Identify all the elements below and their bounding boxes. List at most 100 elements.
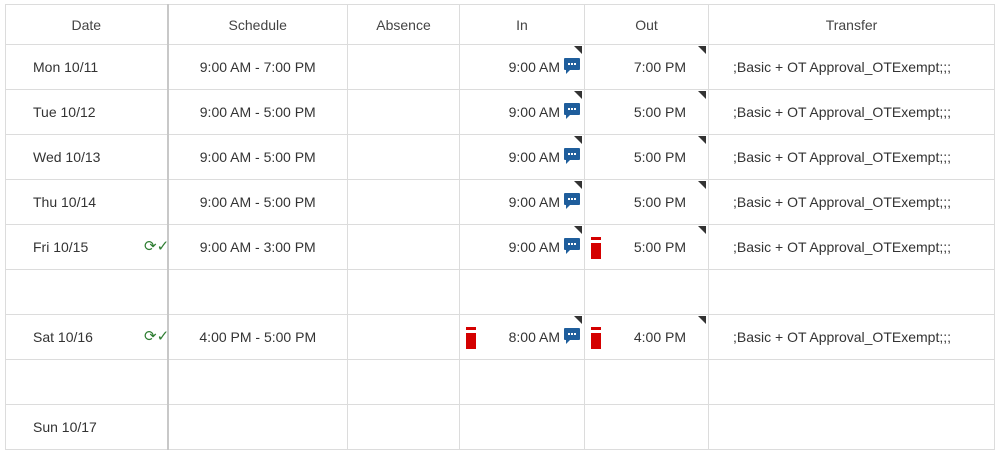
exception-flag-icon[interactable] [591, 237, 601, 259]
date-cell[interactable] [5, 269, 169, 315]
date-cell[interactable]: Tue 10/12 [5, 89, 169, 135]
transfer-text: ;Basic + OT Approval_OTExempt;;; [733, 239, 951, 255]
date-text: Tue 10/12 [33, 104, 96, 120]
table-row: Sat 10/16 ⟳✓ 4:00 PM - 5:00 PM 8:00 AM 4:00 … [5, 314, 995, 360]
transfer-text: ;Basic + OT Approval_OTExempt;;; [733, 59, 951, 75]
date-cell[interactable]: Fri 10/15 ⟳✓ [5, 224, 170, 270]
absence-cell[interactable] [347, 269, 460, 315]
in-cell[interactable]: 9:00 AM [459, 224, 585, 270]
schedule-cell[interactable]: 9:00 AM - 5:00 PM [167, 89, 348, 135]
exception-flag-icon[interactable] [466, 327, 476, 349]
out-time: 5:00 PM [633, 239, 686, 255]
comment-icon[interactable] [564, 103, 580, 119]
transfer-cell[interactable]: ;Basic + OT Approval_OTExempt;;; [708, 314, 995, 360]
edit-corner-marker-icon [698, 316, 706, 324]
date-cell[interactable] [5, 359, 169, 405]
in-cell[interactable]: 9:00 AM [459, 44, 585, 90]
in-cell[interactable] [459, 404, 585, 450]
comment-icon[interactable] [564, 148, 580, 164]
col-transfer[interactable]: Transfer [708, 4, 995, 45]
date-text: Wed 10/13 [33, 149, 101, 165]
transfer-cell[interactable]: ;Basic + OT Approval_OTExempt;;; [708, 89, 995, 135]
absence-cell[interactable] [347, 359, 460, 405]
timer-check-icon[interactable]: ⟳✓ [144, 238, 170, 255]
edit-corner-marker-icon [698, 136, 706, 144]
schedule-cell[interactable]: 9:00 AM - 5:00 PM [167, 134, 348, 180]
schedule-cell[interactable] [167, 359, 348, 405]
col-absence[interactable]: Absence [347, 4, 460, 45]
transfer-cell[interactable]: ;Basic + OT Approval_OTExempt;;; [708, 224, 995, 270]
absence-cell[interactable] [347, 89, 460, 135]
transfer-cell[interactable] [708, 269, 995, 315]
in-cell[interactable] [459, 269, 585, 315]
date-cell[interactable]: Thu 10/14 [5, 179, 169, 225]
schedule-cell[interactable] [167, 269, 348, 315]
schedule-cell[interactable]: 9:00 AM - 5:00 PM [167, 179, 348, 225]
absence-cell[interactable] [347, 179, 460, 225]
out-cell[interactable]: 5:00 PM [584, 89, 709, 135]
edit-corner-marker-icon [698, 91, 706, 99]
in-cell[interactable] [459, 359, 585, 405]
table-row: Thu 10/14 9:00 AM - 5:00 PM 9:00 AM 5:00 PM… [5, 179, 995, 225]
transfer-text: ;Basic + OT Approval_OTExempt;;; [733, 149, 951, 165]
in-cell[interactable]: 9:00 AM [459, 89, 585, 135]
out-cell[interactable]: 4:00 PM [584, 314, 709, 360]
schedule-text: 9:00 AM - 7:00 PM [199, 59, 316, 75]
schedule-cell[interactable]: 4:00 PM - 5:00 PM [167, 314, 348, 360]
date-text: Sat 10/16 [33, 329, 93, 345]
timer-check-icon[interactable]: ⟳✓ [144, 328, 170, 345]
out-cell[interactable] [584, 269, 709, 315]
out-time: 7:00 PM [633, 59, 686, 75]
comment-icon[interactable] [564, 58, 580, 74]
out-cell[interactable]: 5:00 PM [584, 224, 709, 270]
absence-cell[interactable] [347, 224, 460, 270]
col-date[interactable]: Date [5, 4, 169, 45]
exception-flag-icon[interactable] [591, 327, 601, 349]
table-row: Sun 10/17 [5, 404, 995, 450]
absence-cell[interactable] [347, 44, 460, 90]
transfer-text: ;Basic + OT Approval_OTExempt;;; [733, 104, 951, 120]
transfer-cell[interactable]: ;Basic + OT Approval_OTExempt;;; [708, 179, 995, 225]
in-time: 9:00 AM [508, 149, 560, 165]
out-cell[interactable]: 5:00 PM [584, 179, 709, 225]
schedule-cell[interactable] [167, 404, 348, 450]
in-cell[interactable]: 9:00 AM [459, 134, 585, 180]
out-cell[interactable]: 5:00 PM [584, 134, 709, 180]
schedule-cell[interactable]: 9:00 AM - 7:00 PM [167, 44, 348, 90]
date-text: Sun 10/17 [33, 419, 97, 435]
absence-cell[interactable] [347, 314, 460, 360]
transfer-text: ;Basic + OT Approval_OTExempt;;; [733, 329, 951, 345]
date-cell[interactable]: Wed 10/13 [5, 134, 169, 180]
transfer-cell[interactable]: ;Basic + OT Approval_OTExempt;;; [708, 134, 995, 180]
in-cell[interactable]: 8:00 AM [459, 314, 585, 360]
in-time: 9:00 AM [508, 239, 560, 255]
date-cell[interactable]: Mon 10/11 [5, 44, 169, 90]
transfer-cell[interactable] [708, 404, 995, 450]
edit-corner-marker-icon [574, 226, 582, 234]
col-schedule[interactable]: Schedule [167, 4, 348, 45]
out-time: 5:00 PM [633, 194, 686, 210]
col-in[interactable]: In [459, 4, 585, 45]
comment-icon[interactable] [564, 238, 580, 254]
comment-icon[interactable] [564, 193, 580, 209]
edit-corner-marker-icon [574, 181, 582, 189]
transfer-cell[interactable]: ;Basic + OT Approval_OTExempt;;; [708, 44, 995, 90]
absence-cell[interactable] [347, 404, 460, 450]
out-cell[interactable]: 7:00 PM [584, 44, 709, 90]
comment-icon[interactable] [564, 328, 580, 344]
in-cell[interactable]: 9:00 AM [459, 179, 585, 225]
col-out[interactable]: Out [584, 4, 709, 45]
edit-corner-marker-icon [574, 46, 582, 54]
date-cell[interactable]: Sat 10/16 ⟳✓ [5, 314, 170, 360]
out-cell[interactable] [584, 404, 709, 450]
in-time: 9:00 AM [508, 104, 560, 120]
out-cell[interactable] [584, 359, 709, 405]
transfer-cell[interactable] [708, 359, 995, 405]
date-cell[interactable]: Sun 10/17 [5, 404, 169, 450]
transfer-text: ;Basic + OT Approval_OTExempt;;; [733, 194, 951, 210]
timecard-table: Date Schedule Absence In Out Transfer Mo… [5, 4, 995, 450]
schedule-cell[interactable]: 9:00 AM - 3:00 PM [167, 224, 348, 270]
absence-cell[interactable] [347, 134, 460, 180]
date-text: Fri 10/15 [33, 239, 89, 255]
